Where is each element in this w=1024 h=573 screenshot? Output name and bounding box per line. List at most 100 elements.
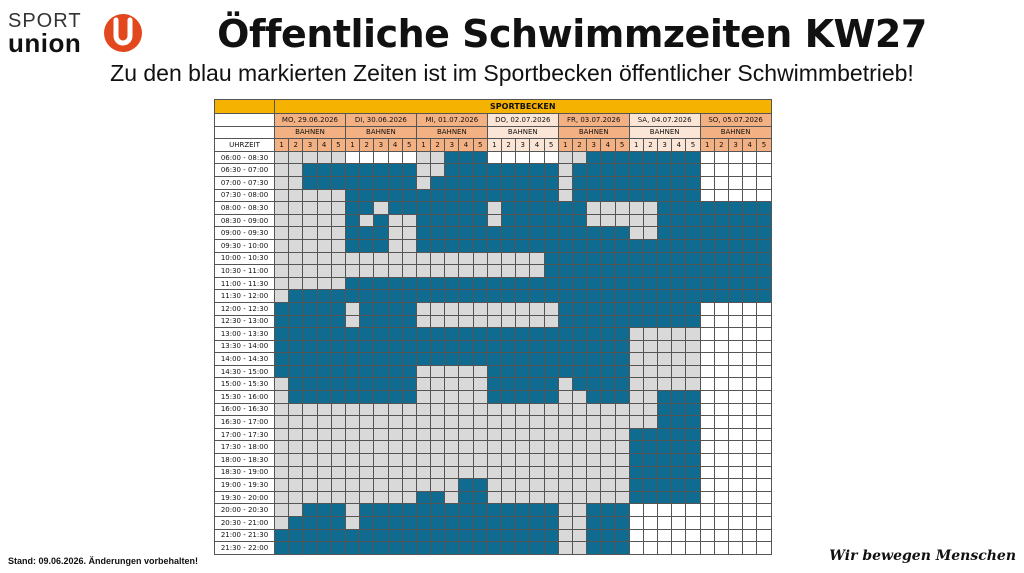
lane-cell bbox=[571, 352, 588, 366]
lane-cell bbox=[571, 415, 588, 429]
lane-cell bbox=[600, 289, 616, 303]
lane-cell bbox=[458, 188, 474, 203]
lane-cell bbox=[657, 226, 673, 240]
lane-cell bbox=[529, 440, 545, 455]
lane-cell bbox=[330, 327, 346, 341]
lane-cell bbox=[713, 453, 730, 467]
lane-number: 3 bbox=[727, 138, 744, 152]
lane-cell bbox=[699, 339, 715, 354]
lane-cell bbox=[600, 175, 616, 190]
lane-cell bbox=[515, 352, 531, 366]
lane-cell bbox=[458, 289, 474, 303]
lane-cell bbox=[600, 213, 616, 228]
lane-cell bbox=[430, 175, 446, 190]
lane-cell bbox=[472, 251, 488, 266]
lane-cell bbox=[628, 226, 644, 240]
lane-cell bbox=[430, 314, 446, 329]
lane-cell bbox=[500, 390, 517, 404]
lane-cell bbox=[657, 402, 673, 417]
lane-cell bbox=[302, 490, 318, 505]
lane-number: 3 bbox=[586, 138, 602, 152]
lane-cell bbox=[671, 352, 687, 366]
lane-cell bbox=[685, 213, 701, 228]
lane-cell bbox=[742, 440, 758, 455]
lane-cell bbox=[600, 339, 616, 354]
lane-cell bbox=[458, 251, 474, 266]
lane-number: 5 bbox=[685, 138, 701, 152]
lane-cell bbox=[685, 390, 701, 404]
lane-cell bbox=[472, 276, 488, 291]
lane-cell bbox=[571, 150, 588, 165]
lane-cell bbox=[430, 465, 446, 480]
lane-cell bbox=[444, 402, 460, 417]
time-row: 10:00 - 10:30 bbox=[214, 251, 772, 266]
lane-cell bbox=[571, 163, 588, 177]
lane-cell bbox=[302, 364, 318, 379]
lane-cell bbox=[344, 490, 361, 505]
lane-cell bbox=[430, 541, 446, 555]
lane-cell bbox=[515, 478, 531, 492]
lane-cell bbox=[458, 238, 474, 253]
lane-cell bbox=[273, 238, 290, 253]
time-label: 10:30 - 11:00 bbox=[214, 264, 275, 278]
lane-cell bbox=[500, 226, 517, 240]
lane-cell bbox=[699, 478, 715, 492]
lane-cell bbox=[500, 478, 517, 492]
lane-cell bbox=[273, 188, 290, 203]
lane-cell bbox=[500, 339, 517, 354]
lane-cell bbox=[330, 516, 346, 530]
lane-cell bbox=[288, 150, 304, 165]
lane-cell bbox=[273, 226, 290, 240]
lane-cell bbox=[642, 415, 659, 429]
lane-cell bbox=[628, 503, 644, 517]
lane-cell bbox=[727, 289, 744, 303]
lane-cell bbox=[330, 528, 346, 543]
lane-cell bbox=[330, 490, 346, 505]
lane-cell bbox=[316, 251, 332, 266]
lane-cell bbox=[316, 264, 332, 278]
lane-cell bbox=[373, 339, 389, 354]
lane-cell bbox=[515, 453, 531, 467]
lane-cell bbox=[642, 377, 659, 392]
lane-cell bbox=[685, 478, 701, 492]
lane-cell bbox=[713, 150, 730, 165]
lane-cell bbox=[273, 163, 290, 177]
lane-cell bbox=[600, 238, 616, 253]
time-label: 20:30 - 21:00 bbox=[214, 516, 275, 530]
lane-cell bbox=[415, 478, 432, 492]
lane-cell bbox=[444, 478, 460, 492]
lane-cell bbox=[543, 327, 559, 341]
lane-cell bbox=[330, 453, 346, 467]
lane-cell bbox=[302, 478, 318, 492]
lane-cell bbox=[742, 390, 758, 404]
lane-cell bbox=[727, 377, 744, 392]
time-label: 07:30 - 08:00 bbox=[214, 188, 275, 203]
lane-cell bbox=[742, 415, 758, 429]
lane-cell bbox=[444, 453, 460, 467]
lane-cell bbox=[486, 440, 503, 455]
lane-cell bbox=[288, 175, 304, 190]
lane-cell bbox=[529, 453, 545, 467]
lane-cell bbox=[529, 390, 545, 404]
lane-cell bbox=[387, 427, 403, 442]
lane-cell bbox=[571, 528, 588, 543]
lane-cell bbox=[699, 541, 715, 555]
lane-cell bbox=[628, 251, 644, 266]
lane-cell bbox=[600, 364, 616, 379]
lane-cell bbox=[543, 415, 559, 429]
lane-cell bbox=[529, 377, 545, 392]
lane-cell bbox=[642, 226, 659, 240]
lane-cell bbox=[373, 251, 389, 266]
lane-cell bbox=[273, 251, 290, 266]
lane-cell bbox=[742, 201, 758, 215]
lane-cell bbox=[330, 415, 346, 429]
lane-cell bbox=[387, 402, 403, 417]
lane-cell bbox=[657, 516, 673, 530]
lane-cell bbox=[273, 415, 290, 429]
lane-cell bbox=[472, 213, 488, 228]
lane-cell bbox=[288, 264, 304, 278]
lane-cell bbox=[614, 478, 630, 492]
lane-cell bbox=[472, 188, 488, 203]
lane-cell bbox=[685, 440, 701, 455]
lane-cell bbox=[742, 503, 758, 517]
